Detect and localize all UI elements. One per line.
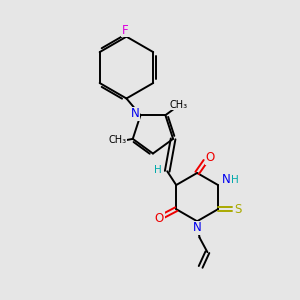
- Text: O: O: [155, 212, 164, 224]
- Text: CH₃: CH₃: [108, 135, 127, 146]
- Text: H: H: [231, 175, 239, 185]
- Text: N: N: [131, 107, 140, 120]
- Text: H: H: [154, 165, 162, 175]
- Text: N: N: [193, 221, 202, 234]
- Text: S: S: [234, 203, 241, 216]
- Text: F: F: [122, 24, 128, 37]
- Text: CH₃: CH₃: [169, 100, 187, 110]
- Text: N: N: [222, 173, 231, 186]
- Text: O: O: [205, 151, 214, 164]
